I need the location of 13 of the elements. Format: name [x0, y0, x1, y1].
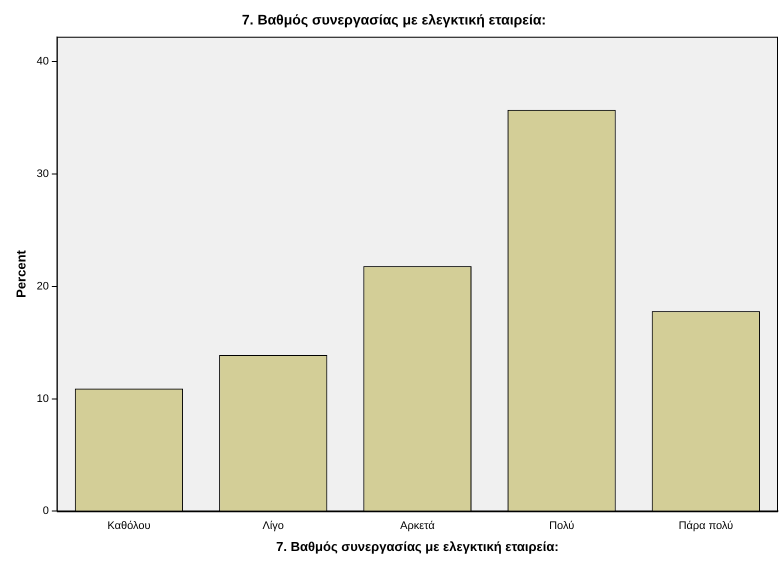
x-tick-label: Καθόλου [107, 520, 150, 532]
x-tick-label: Αρκετά [400, 520, 436, 532]
y-tick-label: 30 [36, 168, 49, 180]
y-axis-title: Percent [13, 249, 28, 298]
x-tick-label: Πολύ [549, 520, 574, 532]
y-tick-label: 20 [36, 280, 49, 292]
x-tick-label: Πάρα πολύ [678, 520, 734, 532]
y-tick-label: 0 [42, 505, 49, 518]
x-tick-label: Λίγο [262, 520, 284, 532]
y-tick-label: 10 [36, 392, 49, 405]
chart-title: 7. Βαθμός συνεργασίας με ελεγκτική εταιρεία: [242, 11, 546, 28]
x-axis-title: 7. Βαθμός συνεργασίας με ελεγκτική εταιρεία: [276, 538, 559, 554]
y-tick-label: 40 [36, 56, 49, 68]
